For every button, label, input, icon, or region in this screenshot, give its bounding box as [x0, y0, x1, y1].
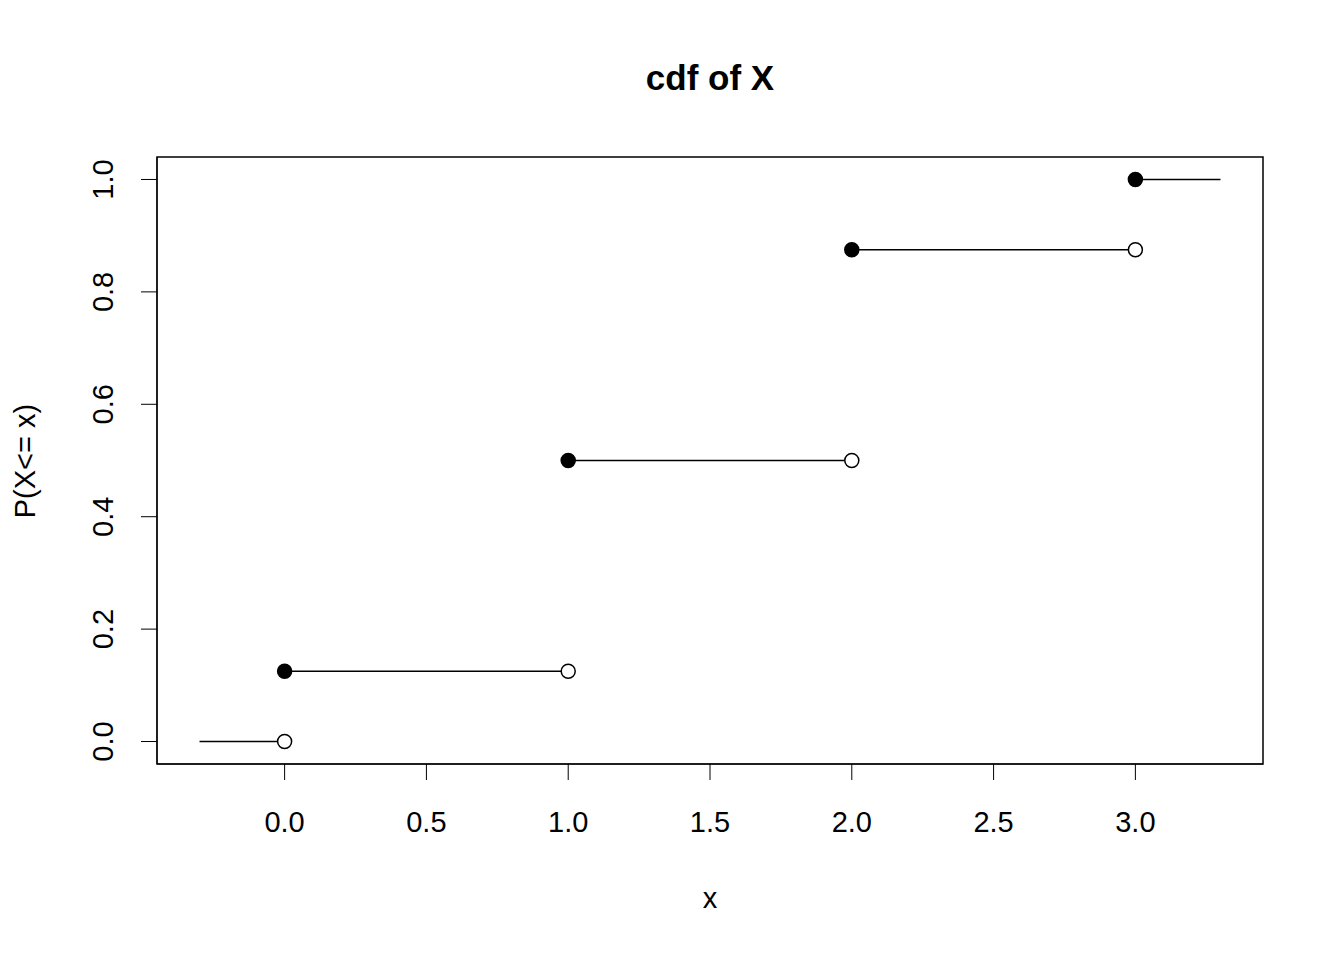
svg-text:0.4: 0.4	[87, 497, 119, 537]
html-text:cdf of X: cdf of X	[645, 58, 775, 97]
svg-text:1.0: 1.0	[548, 806, 588, 838]
svg-text:0.2: 0.2	[87, 609, 119, 649]
svg-text:0.6: 0.6	[87, 384, 119, 424]
svg-text:2.5: 2.5	[973, 806, 1013, 838]
svg-text:1.0: 1.0	[87, 159, 119, 199]
svg-text:3.0: 3.0	[1115, 806, 1155, 838]
html-text:x: x	[702, 882, 718, 914]
svg-text:2.0: 2.0	[832, 806, 872, 838]
svg-text:0.8: 0.8	[87, 272, 119, 312]
html-text:P(X<= x): P(X<= x)	[8, 403, 41, 518]
svg-text:0.0: 0.0	[87, 721, 119, 761]
svg-text:0.0: 0.0	[264, 806, 304, 838]
svg-text:0.5: 0.5	[406, 806, 446, 838]
svg-text:1.5: 1.5	[690, 806, 730, 838]
